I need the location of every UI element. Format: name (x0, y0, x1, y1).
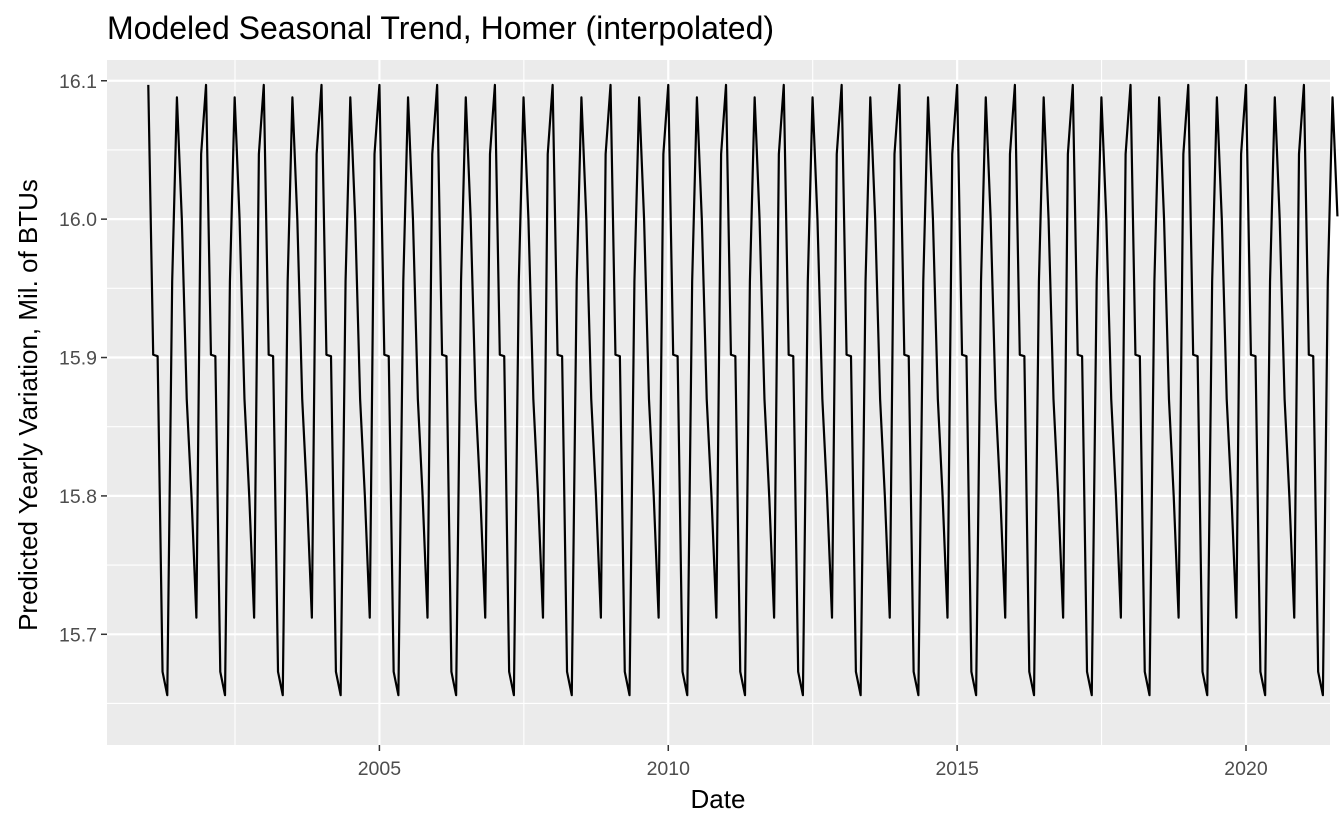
x-tick-label: 2010 (647, 758, 691, 780)
y-tick-label: 16.1 (59, 71, 97, 93)
x-tick-label: 2015 (935, 758, 979, 780)
chart-title: Modeled Seasonal Trend, Homer (interpola… (107, 10, 774, 46)
y-tick-label: 16.0 (59, 209, 97, 231)
plot-panel (107, 60, 1339, 745)
y-axis-label: Predicted Yearly Variation, Mil. of BTUs (13, 179, 43, 631)
y-axis: 15.7 15.8 15.9 16.0 16.1 (59, 71, 107, 646)
y-tick-label: 15.9 (59, 348, 97, 370)
x-axis: 2005 2010 2015 2020 (358, 745, 1268, 780)
x-tick-label: 2005 (358, 758, 402, 780)
y-tick-label: 15.8 (59, 486, 97, 508)
x-tick-label: 2020 (1224, 758, 1268, 780)
y-tick-label: 15.7 (59, 624, 97, 646)
series-line-0 (147, 83, 1339, 697)
x-axis-label: Date (691, 784, 746, 814)
